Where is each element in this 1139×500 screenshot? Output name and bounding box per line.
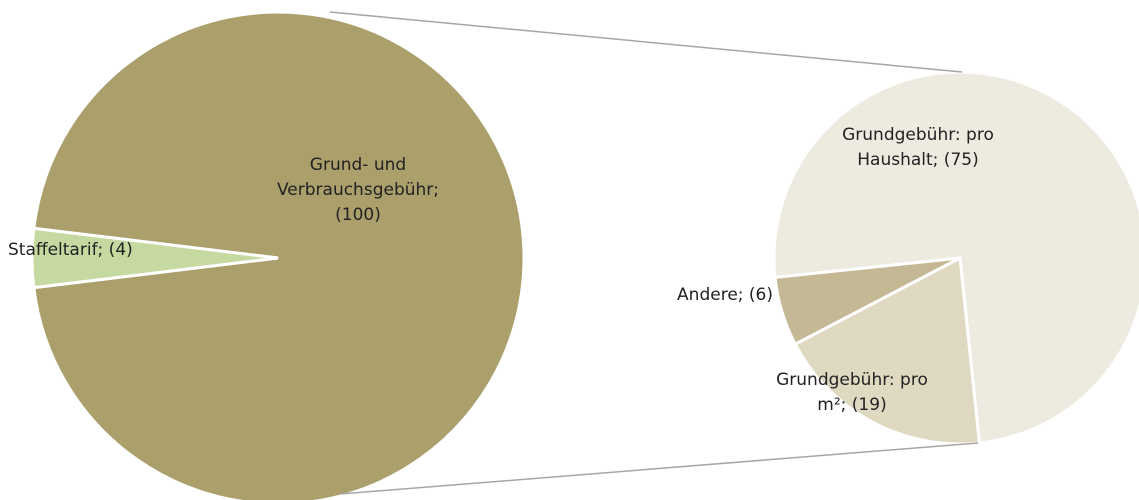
data-label: Grund- und Verbrauchsgebühr; (100) — [277, 155, 439, 225]
data-label: Grundgebühr: pro Haushalt; (75) — [842, 125, 994, 170]
pie-slice — [32, 10, 526, 500]
data-label: Grundgebühr: pro m²; (19) — [776, 370, 928, 415]
data-label: Andere; (6) — [677, 285, 773, 305]
pie — [30, 10, 526, 500]
connector-line — [339, 442, 979, 495]
data-label: Staffeltarif; (4) — [8, 240, 133, 260]
pie-slice — [773, 256, 961, 347]
connector-line — [329, 11, 963, 73]
pie — [772, 70, 1139, 446]
pie-slice — [30, 226, 279, 290]
